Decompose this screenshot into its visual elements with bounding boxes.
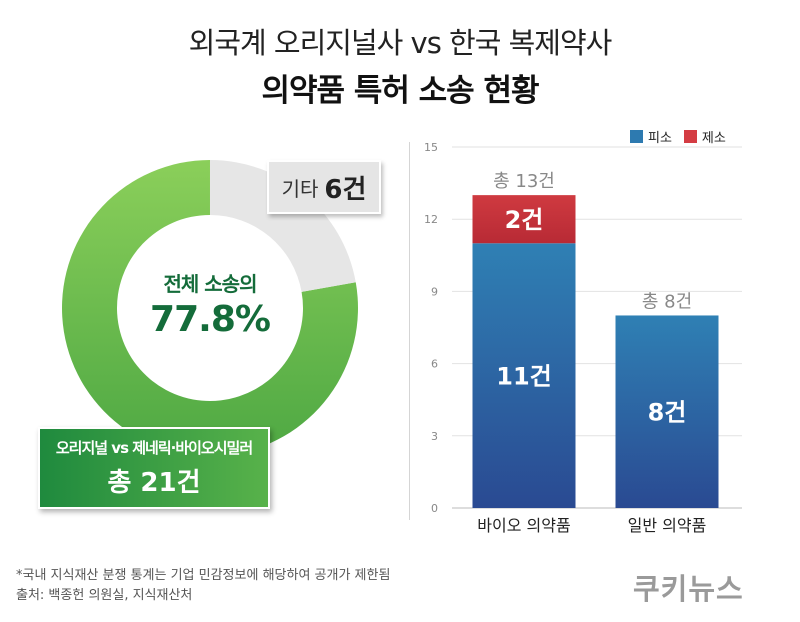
x-category-label: 바이오 의약품: [477, 516, 570, 535]
title-line-1: 외국계 오리지널사 vs 한국 복제약사: [188, 26, 613, 60]
y-tick-label: 3: [431, 430, 438, 443]
title-line-2: 의약품 특허 소송 현황: [261, 73, 539, 109]
other-callout: 기타 6건: [267, 160, 381, 214]
divider: [409, 142, 410, 520]
bar-segment: [472, 195, 576, 244]
donut-slice-main: [62, 160, 359, 456]
legend-label-filed: 제소: [701, 131, 726, 146]
bar-total-label: 총 13건: [493, 171, 555, 192]
bar-total-label: 총 8건: [642, 291, 692, 312]
y-tick-label: 9: [431, 285, 438, 298]
other-label: 기타: [281, 176, 319, 201]
footnote: *국내 지식재산 분쟁 통계는 기업 민감정보에 해당하여 공개가 제한됨 출처…: [16, 566, 390, 606]
donut-center-label: 전체 소송의 77.8%: [130, 268, 290, 340]
footnote-source: 출처: 백종헌 의원실, 지식재산처: [16, 588, 193, 603]
y-tick-label: 6: [431, 358, 438, 371]
bar-segment: [615, 315, 719, 508]
legend-item-sued: 피소: [630, 127, 672, 146]
brand-logo: 쿠키뉴스: [633, 572, 744, 606]
bar-value-label: 2건: [505, 206, 544, 234]
center-sub: 전체 소송의: [163, 272, 258, 296]
y-tick-label: 15: [424, 141, 438, 154]
legend-item-filed: 제소: [683, 127, 726, 146]
bar-value-label: 11건: [496, 363, 551, 391]
bar-segment: [472, 243, 576, 508]
donut-slice-other: [210, 160, 356, 292]
main-callout-value: 총 21건: [107, 468, 201, 498]
center-percent: 77.8%: [150, 299, 271, 340]
main-callout-label: 오리지널 vs 제네릭·바이오시밀러: [55, 439, 253, 457]
legend-swatch-filed: [683, 130, 697, 143]
bar-value-label: 8건: [648, 399, 687, 427]
footnote-note: *국내 지식재산 분쟁 통계는 기업 민감정보에 해당하여 공개가 제한됨: [16, 568, 391, 583]
legend-swatch-sued: [630, 130, 643, 143]
chart-legend: 피소 제소: [630, 127, 738, 146]
x-category-label: 일반 의약품: [628, 516, 707, 535]
y-tick-label: 12: [424, 213, 438, 226]
legend-label-sued: 피소: [648, 131, 672, 146]
y-tick-label: 0: [431, 502, 438, 515]
other-value: 6건: [324, 174, 367, 205]
main-callout: 오리지널 vs 제네릭·바이오시밀러 총 21건: [38, 427, 270, 509]
